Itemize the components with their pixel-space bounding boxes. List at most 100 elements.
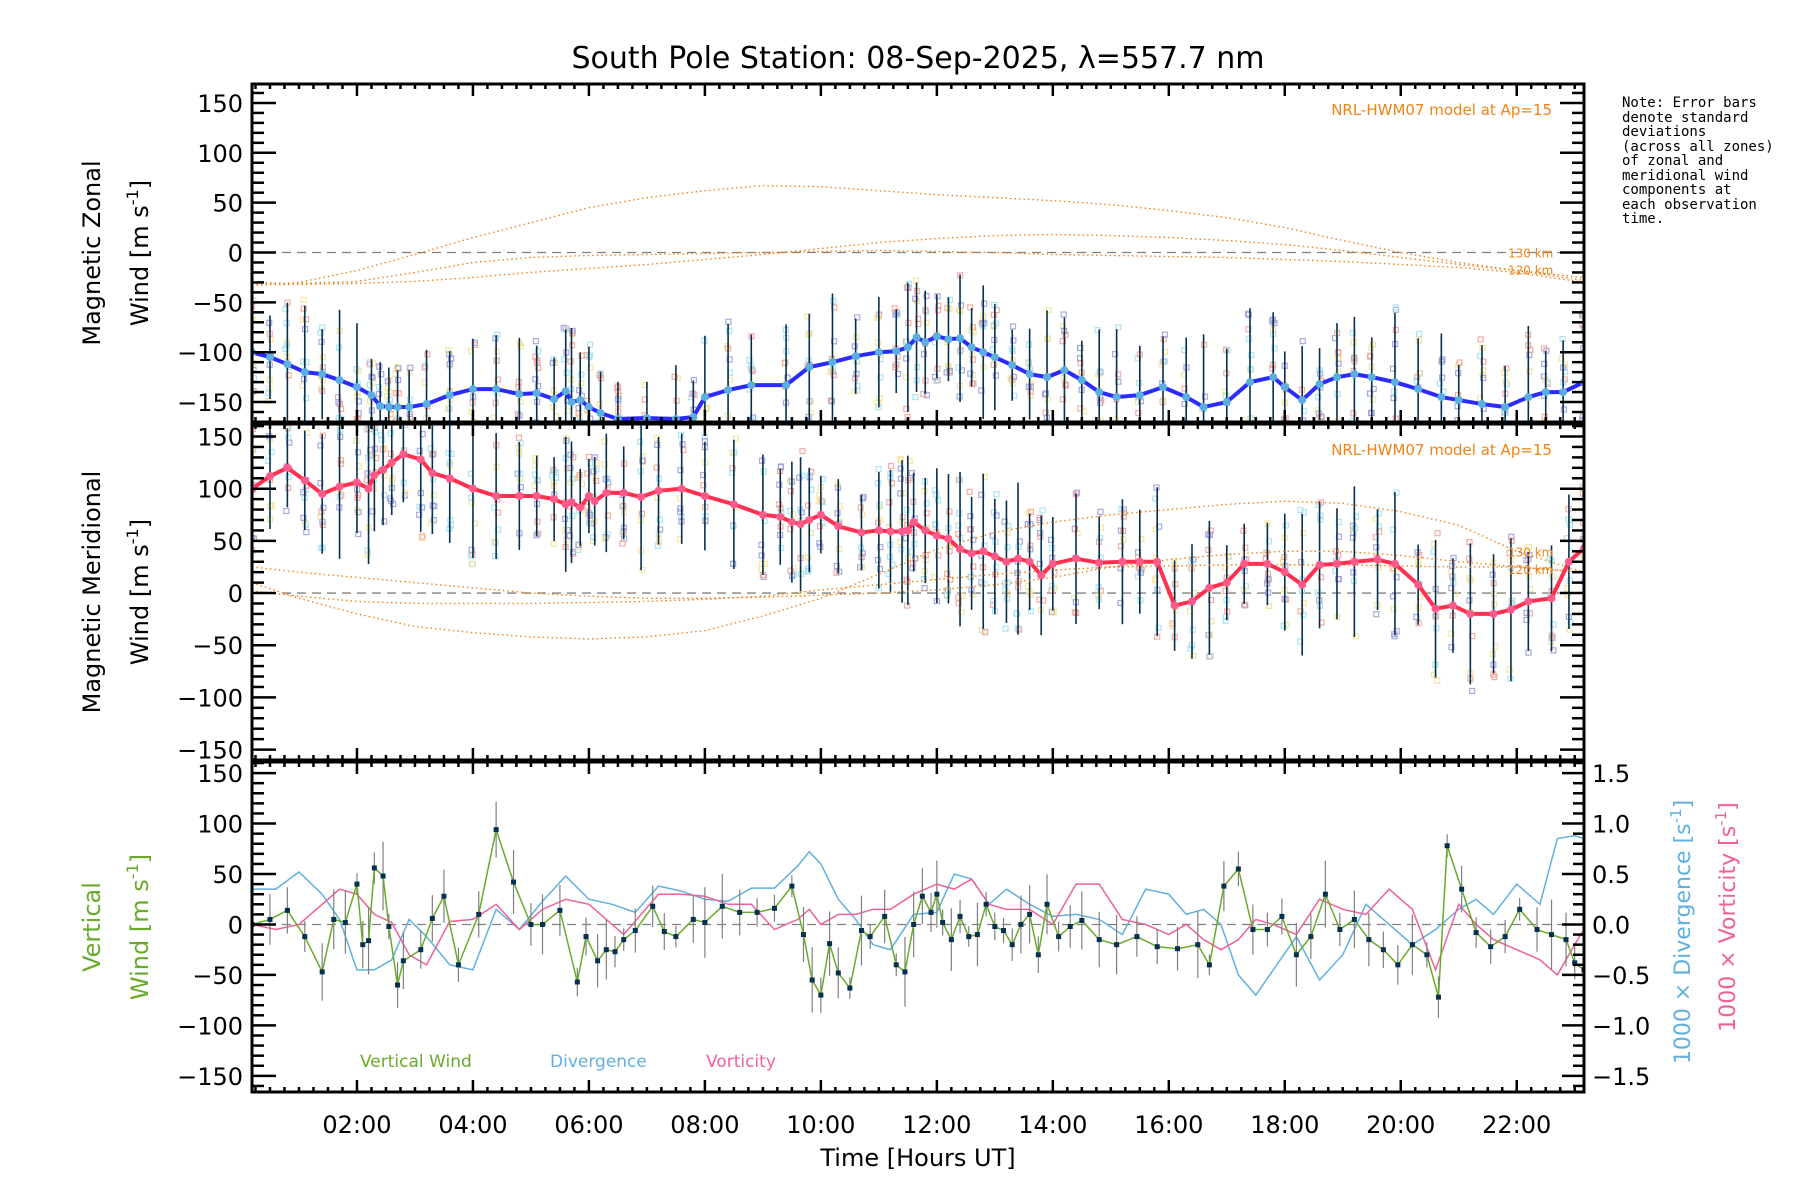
zone-sample — [551, 428, 556, 433]
vertical-wind-marker — [928, 909, 934, 915]
mean-wind-marker — [1547, 594, 1556, 603]
zone-sample — [1201, 473, 1206, 478]
zone-sample — [729, 523, 737, 530]
zone-sample — [677, 508, 684, 515]
x-tick-label: 10:00 — [786, 1111, 855, 1139]
model-curve — [252, 249, 1584, 285]
zone-sample — [1369, 341, 1377, 348]
zone-sample — [760, 468, 767, 475]
zone-sample — [602, 535, 609, 542]
mean-wind-marker — [1350, 370, 1359, 379]
vertical-wind-marker — [1067, 923, 1073, 929]
zone-sample — [781, 359, 788, 367]
mean-wind-marker — [1448, 601, 1457, 610]
zone-sample — [337, 457, 344, 464]
zone-sample — [615, 446, 620, 451]
zone-sample — [1314, 417, 1321, 422]
zone-sample — [355, 530, 362, 538]
vertical-wind-marker — [882, 913, 888, 919]
panel-frame — [250, 422, 1586, 762]
zone-sample — [492, 553, 499, 560]
vertical-wind-marker — [455, 962, 461, 968]
legend-vorticity: Vorticity — [706, 1052, 776, 1072]
zone-sample — [851, 343, 858, 350]
vertical-wind-marker — [371, 865, 377, 871]
zone-sample — [782, 446, 787, 451]
vertical-wind-marker — [354, 881, 360, 887]
y-tick-label: −50 — [192, 632, 243, 660]
zone-sample — [532, 462, 539, 469]
vertical-wind-marker — [1435, 994, 1441, 1000]
zone-sample — [1349, 330, 1356, 337]
zone-sample — [1390, 388, 1398, 395]
y-tick-label: −150 — [177, 1063, 243, 1091]
zone-sample — [567, 479, 574, 486]
zone-sample — [981, 473, 988, 481]
zone-sample — [1043, 432, 1048, 437]
zone-sample — [805, 331, 812, 338]
zone-sample — [1466, 574, 1473, 582]
mean-wind-marker — [445, 391, 454, 400]
legend-vertical-wind: Vertical Wind — [360, 1052, 472, 1072]
zone-sample — [1027, 508, 1034, 515]
zone-sample — [656, 526, 664, 533]
zone-sample — [1185, 455, 1190, 460]
zone-sample — [980, 300, 988, 307]
zone-sample — [1352, 513, 1360, 520]
mean-wind-marker — [468, 385, 477, 394]
zone-sample — [1392, 304, 1399, 311]
vertical-wind-marker — [858, 928, 864, 934]
zone-sample — [514, 410, 521, 418]
y-tick-label: 150 — [197, 90, 243, 118]
zone-sample — [597, 436, 602, 441]
zone-sample — [970, 563, 977, 570]
zone-sample — [1506, 549, 1513, 557]
zone-sample — [1224, 347, 1231, 354]
zone-sample — [416, 511, 423, 518]
zone-sample — [1120, 509, 1128, 516]
zone-sample — [387, 450, 394, 458]
y-tick-label: −100 — [177, 339, 243, 367]
zone-sample — [1434, 530, 1441, 537]
vertical-wind-marker — [661, 929, 667, 935]
mean-wind-marker — [990, 353, 999, 362]
zone-sample — [876, 516, 883, 523]
zone-sample — [1393, 489, 1400, 496]
zone-sample — [335, 399, 342, 406]
mean-wind-marker — [416, 455, 425, 464]
mean-wind-marker — [584, 403, 593, 412]
zone-sample — [390, 500, 397, 508]
zone-sample — [1549, 573, 1556, 580]
zone-sample — [1335, 349, 1342, 356]
zone-sample — [535, 347, 542, 355]
zone-sample — [1439, 435, 1444, 440]
zone-sample — [920, 351, 928, 358]
vertical-wind-marker — [621, 937, 627, 943]
vertical-wind-marker — [919, 893, 925, 899]
y-axis-label-sup: -1 — [123, 189, 142, 205]
zone-sample — [1037, 529, 1044, 537]
zone-sample — [1095, 444, 1100, 449]
mean-wind-marker — [1501, 403, 1510, 412]
zone-sample — [431, 408, 436, 413]
vertical-wind-marker — [595, 958, 601, 964]
zone-sample — [1207, 596, 1215, 604]
y-tick-label: 50 — [212, 861, 243, 889]
zone-sample — [732, 435, 739, 442]
zone-sample — [646, 431, 651, 436]
zone-sample — [1298, 559, 1305, 566]
zone-sample — [384, 378, 391, 385]
zone-sample — [1222, 564, 1229, 571]
zone-sample — [923, 292, 930, 300]
vertical-wind-marker — [1195, 942, 1201, 948]
mean-wind-marker — [1008, 361, 1017, 370]
zone-sample — [955, 600, 962, 607]
vertical-wind-marker — [1366, 937, 1372, 943]
zone-sample — [1525, 649, 1532, 656]
mean-wind-marker — [1315, 560, 1324, 569]
zone-sample — [1434, 677, 1441, 684]
y-tick-label: 0 — [228, 580, 243, 608]
mean-wind-marker — [445, 474, 454, 483]
zone-sample — [1302, 439, 1307, 444]
zone-sample — [1430, 540, 1438, 548]
